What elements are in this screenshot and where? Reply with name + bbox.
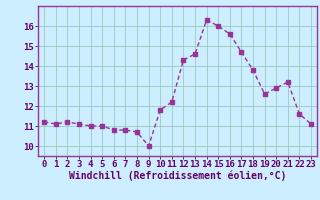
- X-axis label: Windchill (Refroidissement éolien,°C): Windchill (Refroidissement éolien,°C): [69, 171, 286, 181]
